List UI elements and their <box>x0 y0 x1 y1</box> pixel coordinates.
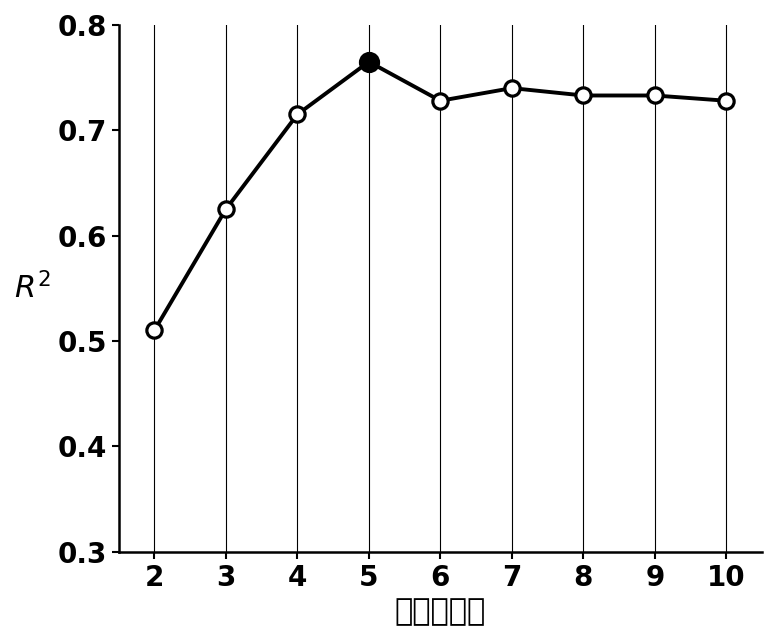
Y-axis label: $\mathit{R}^2$: $\mathit{R}^2$ <box>14 272 50 305</box>
X-axis label: 主成分个数: 主成分个数 <box>395 597 486 626</box>
